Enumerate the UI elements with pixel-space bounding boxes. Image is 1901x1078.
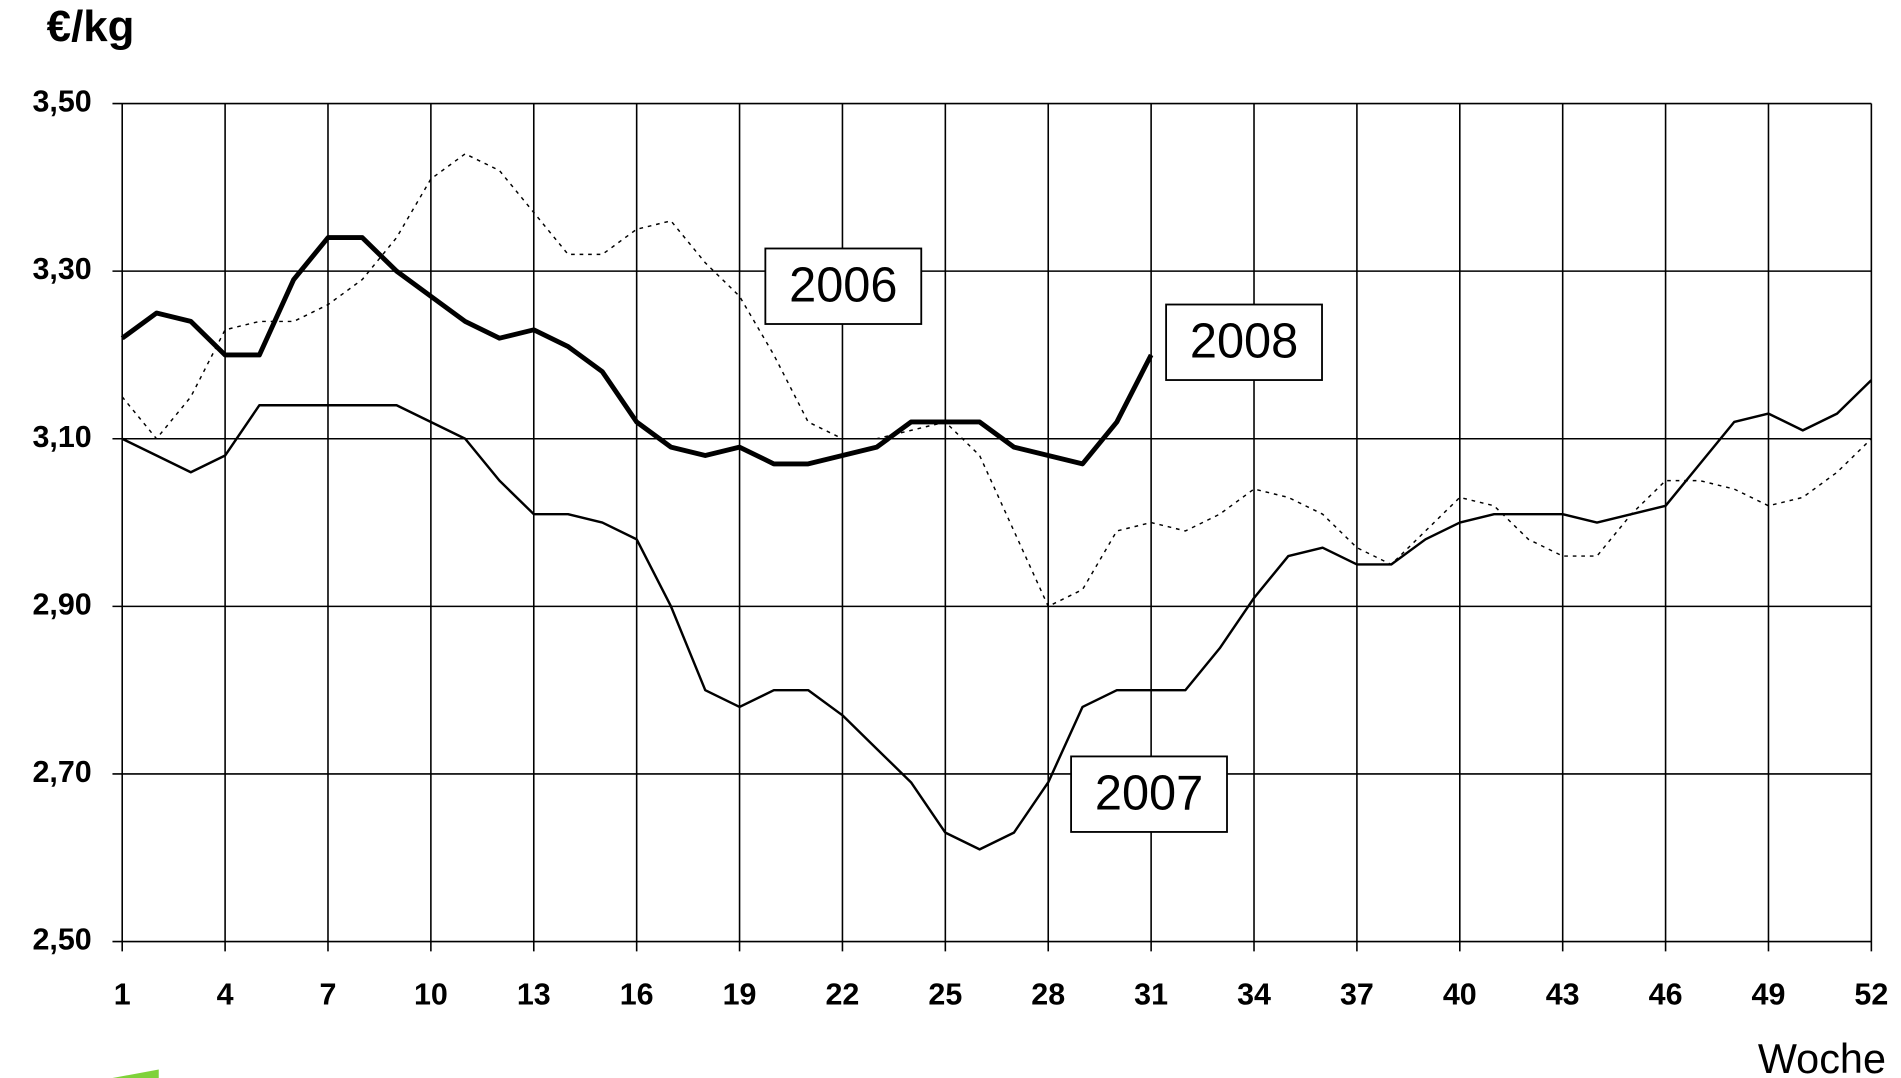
x-axis-label: Woche [1758, 1036, 1886, 1078]
y-tick-label: 3,10 [33, 420, 92, 454]
x-tick-label: 40 [1443, 977, 1477, 1011]
x-tick-label: 43 [1546, 977, 1580, 1011]
x-tick-label: 34 [1237, 977, 1271, 1011]
legend-box [1165, 303, 1323, 381]
legend-label: 2007 [1095, 766, 1203, 820]
legend-label: 2006 [789, 259, 897, 313]
x-tick-label: 10 [414, 977, 448, 1011]
x-tick-label: 16 [620, 977, 654, 1011]
x-tick-label: 37 [1340, 977, 1374, 1011]
x-tick-label: 31 [1134, 977, 1168, 1011]
y-tick-label: 2,70 [33, 755, 92, 789]
series-line [121, 379, 1873, 851]
x-tick-label: 22 [826, 977, 860, 1011]
x-tick-label: 19 [723, 977, 757, 1011]
x-tick-label: 13 [517, 977, 551, 1011]
y-tick-label: 2,90 [33, 587, 92, 621]
legend-box [1070, 755, 1228, 833]
x-tick-label: 28 [1031, 977, 1065, 1011]
legend-box [764, 247, 923, 325]
x-tick-label: 7 [320, 977, 337, 1011]
y-tick-label: 2,50 [33, 923, 92, 957]
decoration [112, 1069, 159, 1078]
legend-label: 2008 [1190, 315, 1298, 369]
y-tick-label: 3,50 [33, 85, 92, 119]
series-line [120, 235, 1154, 467]
x-tick-label: 1 [114, 977, 131, 1011]
x-tick-label: 49 [1752, 977, 1786, 1011]
x-tick-label: 46 [1649, 977, 1683, 1011]
y-tick-label: 3,30 [33, 252, 92, 286]
y-axis-label: €/kg [47, 2, 135, 51]
x-tick-label: 4 [217, 977, 234, 1011]
x-tick-label: 25 [928, 977, 962, 1011]
series-line [121, 153, 1872, 608]
x-tick-label: 52 [1854, 977, 1888, 1011]
